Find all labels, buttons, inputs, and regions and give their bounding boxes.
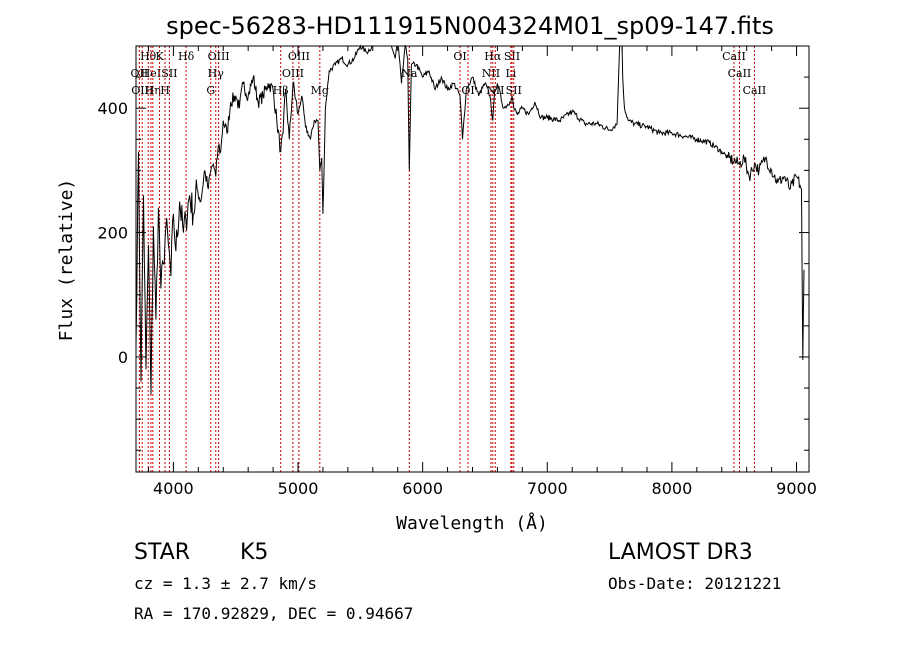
plot-frame — [135, 45, 810, 473]
spectrum-line — [135, 44, 805, 395]
line-label-10: Hγ — [208, 67, 225, 80]
line-label-11: OIII — [208, 50, 230, 63]
y-tick-label-2: 400 — [97, 99, 128, 118]
line-label-20: Hα — [484, 50, 502, 63]
x-tick-label-1: 5000 — [278, 479, 319, 498]
line-label-26: CaII — [728, 67, 752, 80]
spectrum-series — [135, 44, 805, 395]
object-subclass: K5 — [240, 540, 269, 565]
line-label-8: Hδ — [178, 50, 195, 63]
line-label-15: Mg — [311, 84, 329, 97]
line-label-9: G — [206, 84, 215, 97]
obs-date: Obs-Date: 20121221 — [608, 574, 782, 593]
y-axis-label: Flux (relative) — [56, 179, 77, 342]
line-label-23: SII — [504, 50, 520, 63]
line-label-17: OI — [453, 50, 466, 63]
x-axis-label: Wavelength (Å) — [396, 512, 548, 534]
y-tick-label-1: 200 — [97, 224, 128, 243]
x-tick-label-2: 6000 — [402, 479, 443, 498]
line-label-7: SII — [161, 67, 177, 80]
spectrum-chart: spec-56283-HD111915N004324M01_sp09-147.f… — [56, 12, 817, 534]
line-label-22: Li — [505, 67, 516, 80]
line-label-4: Hη — [145, 84, 161, 97]
line-label-27: CaII — [743, 84, 767, 97]
redshift-text: cz = 1.3 ± 2.7 km/s — [134, 574, 318, 593]
line-label-16: Na — [401, 67, 418, 80]
x-tick-label-3: 7000 — [527, 479, 568, 498]
y-tick-label-0: 0 — [118, 348, 128, 367]
chart-title: spec-56283-HD111915N004324M01_sp09-147.f… — [166, 12, 774, 40]
x-tick-label-0: 4000 — [153, 479, 194, 498]
ra-dec: RA = 170.92829, DEC = 0.94667 — [134, 604, 414, 623]
survey-name: LAMOST DR3 — [608, 540, 753, 565]
line-label-6: H — [160, 84, 170, 97]
line-label-24: SII — [506, 84, 522, 97]
line-label-0: OII — [131, 67, 149, 80]
x-tick-label-5: 9000 — [776, 479, 817, 498]
line-label-14: OIII — [288, 50, 310, 63]
line-label-2: Hθ — [140, 50, 157, 63]
x-tick-label-4: 8000 — [652, 479, 693, 498]
axis-ticks: 4000 5000 6000 7000 8000 9000 0 200 400 — [97, 45, 817, 498]
emission-line-markers: OIIOIIIHθHeIHηKHSIIHδGHγOIIIHβOIIIOIIIMg… — [131, 46, 767, 472]
line-label-19: NII — [482, 67, 500, 80]
object-class: STAR — [134, 540, 191, 565]
line-label-25: CaII — [722, 50, 746, 63]
line-label-5: K — [155, 50, 164, 63]
line-label-13: OIII — [282, 67, 304, 80]
line-label-3: HeI — [141, 67, 161, 80]
line-label-18: OI — [461, 84, 474, 97]
